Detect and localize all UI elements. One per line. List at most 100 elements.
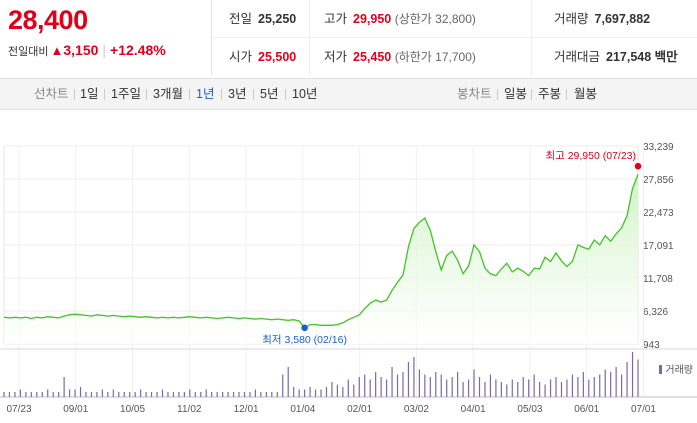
toolbar-divider	[221, 89, 222, 100]
volume-bar	[238, 392, 240, 397]
price-area	[4, 174, 638, 344]
high-marker	[634, 162, 642, 170]
volume-bar	[254, 389, 257, 397]
volume-bar	[74, 389, 76, 397]
toolbar-divider	[285, 89, 286, 100]
volume-bar	[298, 389, 300, 397]
volume-bar	[85, 392, 87, 397]
volume-bar	[320, 389, 322, 397]
x-tick-label: 10/05	[120, 404, 145, 415]
volume-bar	[385, 379, 388, 397]
volume-bar	[500, 382, 502, 397]
low-marker	[301, 324, 308, 332]
x-tick-label: 01/04	[290, 404, 315, 415]
volume-bar	[353, 384, 355, 397]
low-annotation: 최저 3,580 (02/16)	[262, 334, 347, 346]
volume-bar	[451, 377, 453, 397]
change-label: 전일대비	[8, 46, 49, 58]
volume-bar	[156, 392, 158, 397]
candle-weekly[interactable]: 주봉	[538, 87, 562, 101]
stats-row-1: 전일 25,250 고가 29,950 (상한가 32,800) 거래량 7,697,…	[213, 0, 697, 38]
volume-bar	[555, 377, 557, 397]
toolbar-divider	[189, 89, 190, 100]
volume-bar	[145, 392, 147, 397]
volume-bar	[484, 382, 486, 397]
volume-bar	[571, 374, 574, 397]
range-3m[interactable]: 3개월	[153, 87, 183, 101]
volume-bar	[539, 382, 541, 397]
volume-bar	[402, 372, 404, 397]
price-chart[interactable]: 33,239 27,856 22,473 17,091 11,708 6,326 943 07…	[0, 140, 697, 423]
change-separator: |	[102, 42, 107, 58]
line-chart-label[interactable]: 선차트	[34, 87, 69, 101]
volume-bar	[90, 392, 93, 397]
volume-bar	[626, 362, 628, 397]
x-tick-label: 03/02	[404, 404, 429, 415]
volume-legend-swatch	[659, 365, 663, 374]
volume-bar	[36, 392, 38, 397]
candle-daily[interactable]: 일봉	[504, 87, 528, 101]
volume-bar	[440, 374, 442, 397]
volume-bar	[205, 389, 207, 397]
y-tick-label: 11,708	[643, 274, 673, 285]
y-tick-label: 27,856	[643, 175, 674, 186]
y-tick-label: 22,473	[643, 208, 674, 219]
volume-bar	[489, 374, 492, 397]
y-tick-label: 943	[643, 340, 660, 351]
candle-monthly[interactable]: 월봉	[574, 87, 598, 101]
x-tick-label: 02/01	[347, 404, 372, 415]
volume-bar	[249, 392, 251, 397]
volume-bar	[8, 392, 11, 397]
volume-bar	[222, 392, 224, 397]
y-tick-label: 33,239	[643, 142, 674, 153]
upper-limit: (상한가 32,800)	[394, 12, 476, 26]
volume-bar	[599, 374, 601, 397]
volume-bar	[58, 392, 60, 397]
volume-bar	[364, 374, 366, 397]
volume-bar	[265, 392, 267, 397]
price-box: 28,400 전일대비 ▲3,150 | +12.48%	[0, 0, 212, 76]
range-5y[interactable]: 5년	[260, 87, 279, 101]
volume-bar	[211, 392, 213, 397]
volume-bar	[172, 392, 175, 397]
range-1y[interactable]: 1년	[196, 87, 215, 101]
candle-chart-label[interactable]: 봉차트	[457, 87, 492, 101]
toolbar-divider	[566, 89, 567, 100]
toolbar-divider	[531, 89, 532, 100]
change-percent: +12.48%	[110, 42, 166, 58]
toolbar-divider	[104, 89, 105, 100]
volume-bar	[582, 372, 584, 397]
volume-bar	[14, 392, 16, 397]
x-tick-label: 07/23	[6, 404, 31, 415]
volume-bar	[293, 387, 295, 397]
volume-bar	[134, 392, 136, 397]
range-3y[interactable]: 3년	[228, 87, 247, 101]
volume-bar	[79, 387, 82, 397]
price-change: 전일대비 ▲3,150 | +12.48%	[8, 42, 166, 59]
volume-bar	[528, 379, 530, 397]
volume-bar	[216, 392, 218, 397]
range-1d[interactable]: 1일	[80, 87, 99, 101]
volume-bar	[30, 392, 32, 397]
volume-bar	[418, 369, 420, 397]
volume-bar	[19, 389, 21, 397]
volume-bar	[167, 392, 169, 397]
range-10y[interactable]: 10년	[292, 87, 318, 101]
volume-bar	[47, 389, 49, 397]
volume-bar	[331, 382, 333, 397]
volume-bar	[96, 392, 98, 397]
stat-open: 시가 25,500	[229, 50, 297, 64]
stat-low: 저가 25,450 (하한가 17,700)	[309, 38, 476, 76]
volume-bar	[522, 377, 524, 397]
volume-bar	[200, 392, 202, 397]
volume-bar	[276, 392, 278, 397]
range-1w[interactable]: 1주일	[111, 87, 141, 101]
volume-bar	[3, 392, 5, 397]
chart-toolbar: 선차트 1일 1주일 3개월 1년 3년 5년 10년 봉차트 일봉 주봉 월봉	[0, 78, 697, 110]
volume-bar	[621, 374, 623, 397]
stat-prev-close: 전일 25,250	[229, 12, 297, 26]
volume-bar	[511, 379, 513, 397]
volume-bar	[161, 389, 164, 397]
volume-bar	[615, 367, 617, 397]
volume-bar	[107, 392, 109, 397]
